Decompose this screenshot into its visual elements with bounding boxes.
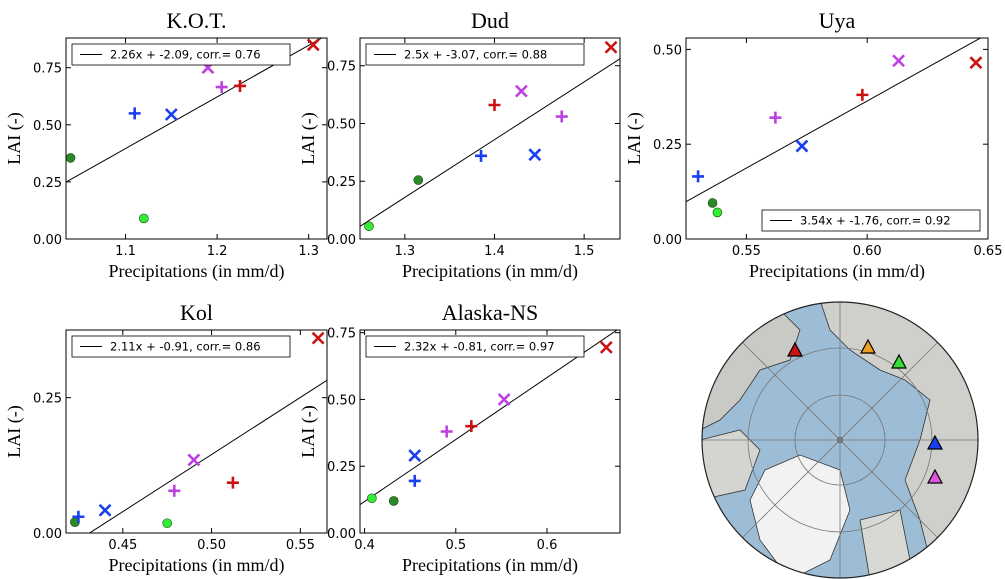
panel-title: Dud bbox=[471, 8, 509, 33]
x-tick-label: 0.45 bbox=[108, 538, 137, 553]
x-axis-label: Precipitations (in mm/d) bbox=[402, 261, 578, 282]
x-tick-label: 0.6 bbox=[537, 538, 558, 553]
x-tick-label: 0.65 bbox=[974, 244, 1003, 259]
y-tick-label: 0.50 bbox=[653, 43, 682, 58]
x-tick-label: 1.5 bbox=[574, 244, 595, 259]
x-axis-label: Precipitations (in mm/d) bbox=[749, 261, 925, 282]
y-tick-label: 0.00 bbox=[33, 233, 62, 248]
panel: Alaska-NS Precipitations (in mm/d) LAI (-)… bbox=[298, 300, 620, 576]
y-tick-label: 0.25 bbox=[33, 176, 62, 191]
x-tick-label: 1.4 bbox=[484, 244, 505, 259]
y-tick-label: 0.50 bbox=[327, 393, 356, 408]
y-tick-label: 0.25 bbox=[653, 138, 682, 153]
x-tick-label: 1.2 bbox=[207, 244, 228, 259]
y-tick-label: 0.75 bbox=[33, 62, 62, 77]
legend-label: 3.54x + -1.76, corr.= 0.92 bbox=[800, 214, 951, 228]
x-tick-label: 1.3 bbox=[394, 244, 415, 259]
panel: Dud Precipitations (in mm/d) LAI (-) 1.3 1.4… bbox=[298, 8, 620, 282]
panel: Kol Precipitations (in mm/d) LAI (-) 0.45 0.… bbox=[4, 300, 327, 576]
point bbox=[364, 222, 373, 231]
panel-title: Kol bbox=[180, 300, 213, 325]
y-tick-label: 0.00 bbox=[327, 233, 356, 248]
plot-area bbox=[66, 38, 327, 239]
y-axis-label: LAI (-) bbox=[4, 405, 25, 457]
x-axis-label: Precipitations (in mm/d) bbox=[109, 261, 285, 282]
x-tick-label: 1.3 bbox=[298, 244, 319, 259]
legend-label: 2.26x + -2.09, corr.= 0.76 bbox=[110, 48, 261, 62]
panel-title: Alaska-NS bbox=[442, 300, 539, 325]
x-axis-label: Precipitations (in mm/d) bbox=[402, 555, 578, 576]
plot-area bbox=[66, 330, 327, 533]
point bbox=[139, 214, 148, 223]
y-tick-label: 0.75 bbox=[327, 60, 356, 75]
x-tick-label: 0.50 bbox=[197, 538, 226, 553]
x-tick-label: 0.4 bbox=[354, 538, 375, 553]
panel: Uya Precipitations (in mm/d) LAI (-) 0.55 0.… bbox=[624, 8, 1002, 282]
x-tick-label: 0.5 bbox=[445, 538, 466, 553]
plot-area bbox=[360, 330, 620, 533]
y-axis-label: LAI (-) bbox=[624, 112, 645, 164]
point bbox=[367, 494, 376, 503]
x-axis-label: Precipitations (in mm/d) bbox=[109, 555, 285, 576]
legend-label: 2.32x + -0.81, corr.= 0.97 bbox=[404, 340, 555, 354]
point bbox=[414, 176, 423, 185]
x-tick-label: 0.60 bbox=[853, 244, 882, 259]
panel-title: Uya bbox=[819, 8, 856, 33]
y-axis-label: LAI (-) bbox=[298, 112, 319, 164]
point bbox=[163, 519, 172, 528]
x-tick-label: 0.55 bbox=[732, 244, 761, 259]
figure: K.O.T. Precipitations (in mm/d) LAI (-) 1.1… bbox=[0, 0, 1005, 579]
point bbox=[708, 198, 717, 207]
y-tick-label: 0.00 bbox=[33, 527, 62, 542]
x-tick-label: 1.1 bbox=[115, 244, 136, 259]
arctic-map bbox=[700, 300, 985, 579]
x-tick-label: 0.55 bbox=[286, 538, 315, 553]
y-tick-label: 0.25 bbox=[33, 392, 62, 407]
y-tick-label: 0.50 bbox=[33, 119, 62, 134]
y-tick-label: 0.00 bbox=[653, 233, 682, 248]
y-tick-label: 0.75 bbox=[327, 327, 356, 342]
point bbox=[389, 496, 398, 505]
legend-label: 2.11x + -0.91, corr.= 0.86 bbox=[110, 340, 261, 354]
y-tick-label: 0.50 bbox=[327, 117, 356, 132]
y-tick-label: 0.25 bbox=[327, 460, 356, 475]
point bbox=[713, 208, 722, 217]
plot-area bbox=[360, 38, 620, 239]
plot-area bbox=[686, 38, 988, 239]
y-tick-label: 0.25 bbox=[327, 175, 356, 190]
panel: K.O.T. Precipitations (in mm/d) LAI (-) 1.1… bbox=[4, 8, 327, 282]
y-axis-label: LAI (-) bbox=[4, 112, 25, 164]
y-axis-label: LAI (-) bbox=[298, 405, 319, 457]
point bbox=[66, 153, 75, 162]
panel-title: K.O.T. bbox=[166, 8, 226, 33]
y-tick-label: 0.00 bbox=[327, 527, 356, 542]
legend-label: 2.5x + -3.07, corr.= 0.88 bbox=[404, 48, 547, 62]
